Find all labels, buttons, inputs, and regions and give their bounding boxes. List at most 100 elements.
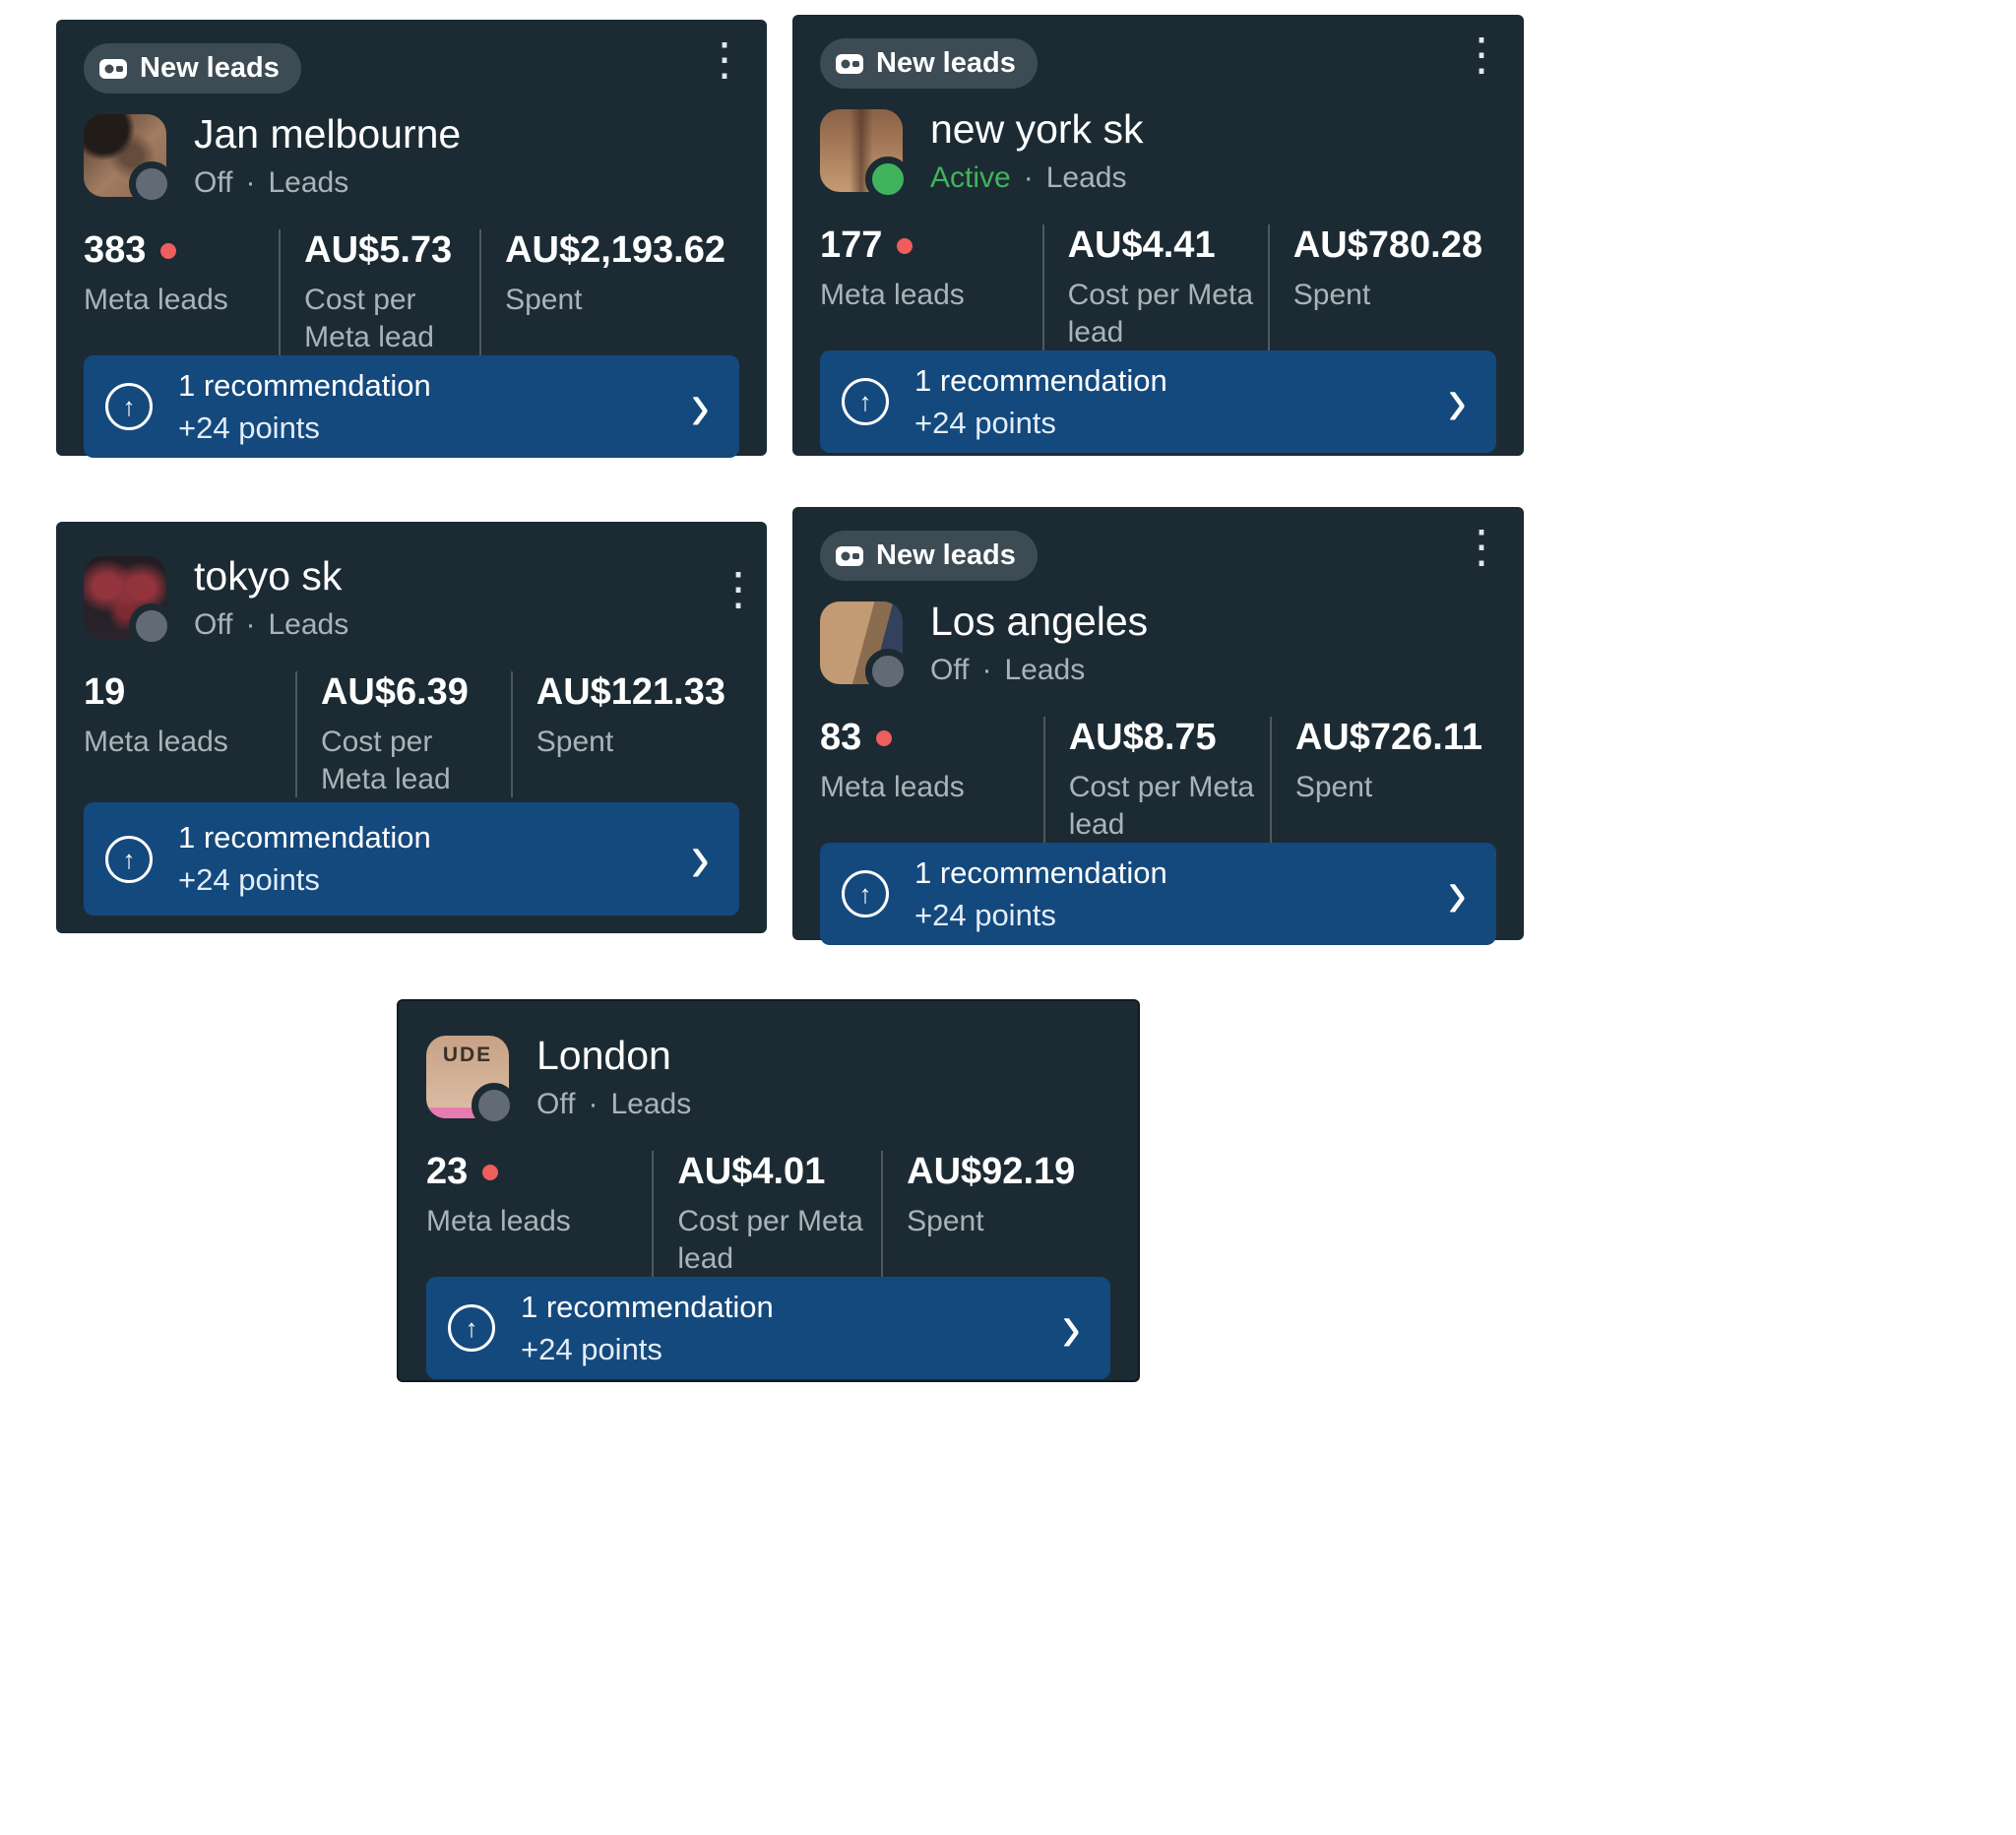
- avatar-image: UDE: [426, 1036, 509, 1118]
- stat-value: 383: [84, 229, 265, 272]
- campaign-name: London: [536, 1033, 671, 1078]
- stat-number: AU$92.19: [907, 1151, 1076, 1192]
- more-options-icon[interactable]: ⋮: [1459, 29, 1504, 80]
- recommendation-text: 1 recommendation +24 points: [914, 855, 1167, 933]
- recommendation-banner[interactable]: ↑ 1 recommendation +24 points ›: [84, 355, 739, 458]
- recommendation-title: 1 recommendation: [521, 1289, 774, 1324]
- chevron-right-icon: ›: [690, 817, 710, 899]
- campaign-info: Los angeles Off · Leads: [930, 599, 1148, 687]
- objective-text: Leads: [1045, 161, 1127, 194]
- stat-value: AU$92.19: [907, 1151, 1097, 1193]
- chevron-right-icon: ›: [1447, 360, 1467, 441]
- campaign-profile: tokyo sk Off · Leads: [84, 553, 739, 649]
- campaign-name: Jan melbourne: [194, 111, 462, 157]
- campaign-card: ⋮ tokyo sk Off · Leads 19 Meta leads AU$…: [56, 522, 767, 933]
- recommendation-points: +24 points: [914, 897, 1056, 932]
- recommendation-banner[interactable]: ↑ 1 recommendation +24 points ›: [426, 1277, 1110, 1379]
- arrow-up-circle-icon: ↑: [105, 835, 153, 883]
- stat-number: AU$726.11: [1294, 717, 1482, 758]
- recommendation-banner[interactable]: ↑ 1 recommendation +24 points ›: [820, 843, 1496, 945]
- stat-number: 23: [426, 1151, 469, 1192]
- stat-label: Meta leads: [426, 1205, 571, 1237]
- stat-meta-leads: 383 Meta leads: [84, 229, 279, 355]
- avatar: [820, 601, 911, 694]
- avatar: [84, 114, 174, 207]
- campaign-card: New leads ⋮ Jan melbourne Off · Leads 38…: [56, 20, 767, 458]
- stat-label: Cost per Meta lead: [1067, 279, 1254, 348]
- campaign-info: Jan melbourne Off · Leads: [194, 111, 461, 200]
- campaign-card: New leads ⋮ Los angeles Off · Leads 83 M…: [792, 507, 1524, 945]
- status-separator: ·: [245, 166, 256, 199]
- stat-label: Cost per Meta lead: [304, 284, 434, 353]
- stat-number: AU$780.28: [1292, 224, 1482, 266]
- stat-number: AU$4.41: [1067, 224, 1216, 266]
- stat-meta-leads: 177 Meta leads: [820, 224, 1042, 350]
- more-options-icon[interactable]: ⋮: [1459, 521, 1504, 572]
- stat-value: 23: [426, 1151, 638, 1193]
- stat-meta-leads: 23 Meta leads: [426, 1151, 652, 1277]
- stat-label: Spent: [536, 726, 614, 758]
- stat-value: AU$121.33: [536, 671, 725, 714]
- stat-spent: AU$92.19 Spent: [881, 1151, 1110, 1277]
- campaign-profile: UDE London Off · Leads: [426, 1033, 1110, 1128]
- recommendation-banner[interactable]: ↑ 1 recommendation +24 points ›: [820, 350, 1496, 453]
- stat-number: AU$4.01: [677, 1151, 826, 1192]
- new-leads-badge: New leads: [820, 38, 1038, 89]
- more-options-icon[interactable]: ⋮: [702, 33, 747, 85]
- campaign-card: UDE London Off · Leads 23 Meta leads AU$…: [397, 999, 1140, 1382]
- campaign-name: new york sk: [930, 106, 1144, 152]
- recommendation-text: 1 recommendation +24 points: [521, 1290, 774, 1367]
- stat-label: Meta leads: [820, 771, 965, 803]
- stat-number: AU$8.75: [1068, 717, 1217, 758]
- recommendation-points: +24 points: [521, 1331, 662, 1366]
- stats-row: 83 Meta leads AU$8.75 Cost per Meta lead…: [820, 717, 1496, 843]
- status-dot: [129, 161, 174, 207]
- recommendation-title: 1 recommendation: [178, 820, 431, 854]
- recommendation-title: 1 recommendation: [914, 854, 1167, 890]
- recommendation-text: 1 recommendation +24 points: [178, 820, 431, 898]
- stat-cost-per-lead: AU$4.01 Cost per Meta lead: [652, 1151, 881, 1277]
- stat-label: Meta leads: [84, 284, 228, 316]
- campaign-info: London Off · Leads: [536, 1033, 691, 1121]
- stat-value: AU$2,193.62: [505, 229, 725, 272]
- avatar: [84, 556, 174, 649]
- status-text: Off: [194, 608, 233, 641]
- more-options-icon[interactable]: ⋮: [716, 563, 761, 614]
- stat-value: AU$4.41: [1068, 224, 1254, 267]
- stat-number: 383: [84, 229, 147, 271]
- new-leads-icon: [836, 545, 863, 566]
- stat-label: Spent: [1292, 279, 1371, 311]
- stat-spent: AU$780.28 Spent: [1267, 224, 1496, 350]
- campaign-status-line: Off · Leads: [194, 166, 461, 200]
- campaign-card: New leads ⋮ new york sk Active · Leads 1…: [792, 15, 1524, 456]
- stat-value: AU$8.75: [1069, 717, 1256, 759]
- recommendation-points: +24 points: [178, 862, 320, 897]
- alert-dot: [876, 729, 893, 746]
- stat-value: AU$6.39: [321, 671, 497, 714]
- objective-text: Leads: [268, 608, 349, 641]
- status-text: Off: [930, 654, 970, 686]
- avatar-pink-strip: [428, 1107, 507, 1118]
- alert-dot: [897, 237, 914, 254]
- status-dot: [129, 603, 174, 649]
- campaign-info: tokyo sk Off · Leads: [194, 553, 348, 642]
- chevron-right-icon: ›: [1447, 853, 1467, 933]
- stat-number: AU$5.73: [304, 229, 453, 271]
- stat-label: Cost per Meta lead: [677, 1205, 863, 1275]
- stats-row: 23 Meta leads AU$4.01 Cost per Meta lead…: [426, 1151, 1110, 1277]
- stat-spent: AU$121.33 Spent: [510, 671, 739, 797]
- stat-number: AU$6.39: [320, 671, 469, 713]
- stat-value: 19: [84, 671, 282, 714]
- objective-text: Leads: [610, 1088, 692, 1120]
- stat-label: Cost per Meta lead: [320, 726, 451, 795]
- recommendation-points: +24 points: [914, 405, 1056, 440]
- stat-cost-per-lead: AU$5.73 Cost per Meta lead: [279, 229, 479, 355]
- recommendation-points: +24 points: [178, 410, 320, 445]
- recommendation-banner[interactable]: ↑ 1 recommendation +24 points ›: [84, 802, 739, 916]
- stat-cost-per-lead: AU$6.39 Cost per Meta lead: [294, 671, 511, 797]
- alert-dot: [482, 1164, 499, 1180]
- campaign-name: tokyo sk: [194, 553, 343, 599]
- stat-value: AU$780.28: [1293, 224, 1482, 267]
- objective-text: Leads: [1004, 654, 1086, 686]
- recommendation-text: 1 recommendation +24 points: [914, 363, 1167, 441]
